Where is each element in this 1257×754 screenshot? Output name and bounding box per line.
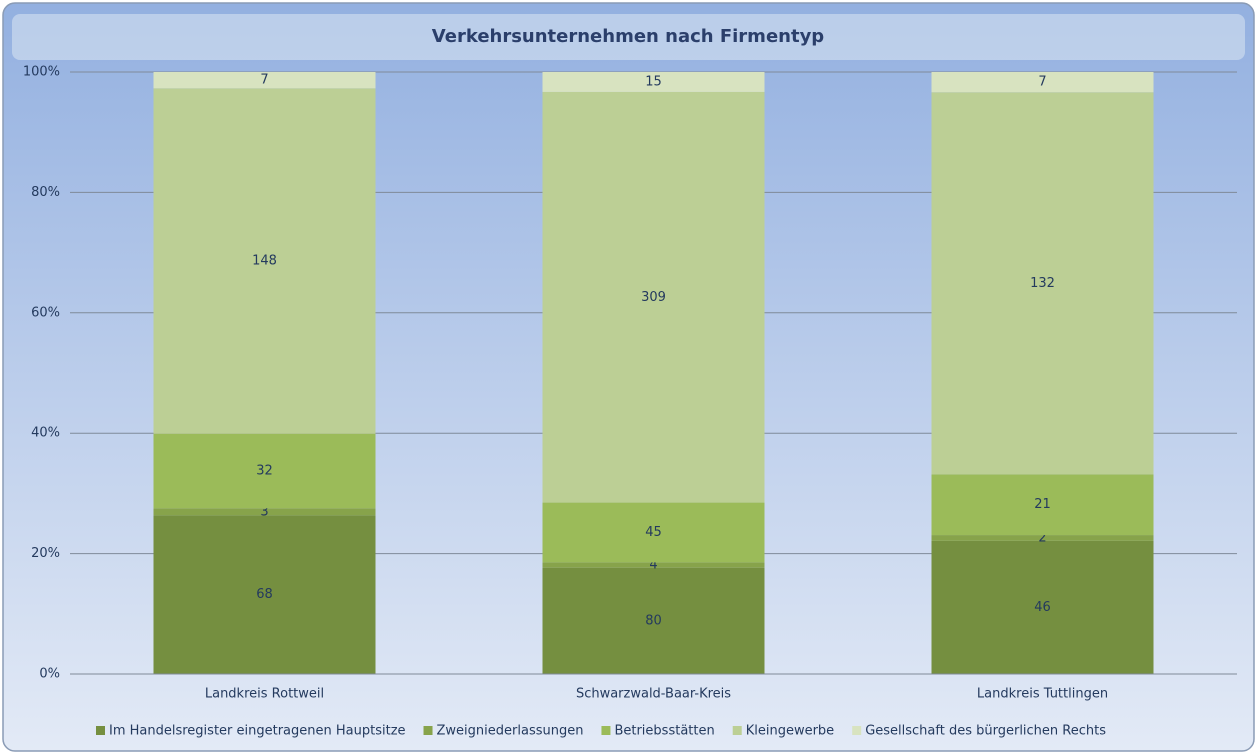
bar-segment — [542, 91, 765, 503]
bar-segment — [153, 88, 376, 434]
legend-marker — [423, 726, 433, 735]
data-label: 309 — [641, 290, 666, 305]
data-label: 3 — [260, 504, 268, 519]
y-tick-label: 40% — [31, 426, 60, 441]
bar-segment — [153, 72, 376, 89]
data-label: 46 — [1034, 600, 1051, 615]
legend-label: Gesellschaft des bürgerlichen Rechts — [865, 724, 1106, 739]
legend-label: Zweigniederlassungen — [437, 724, 584, 739]
data-label: 32 — [256, 464, 273, 479]
bar-segment — [542, 502, 765, 563]
x-tick-label: Landkreis Tuttlingen — [977, 687, 1108, 702]
bar-segment — [542, 567, 765, 674]
data-label: 15 — [645, 74, 662, 89]
data-label: 4 — [649, 558, 657, 573]
y-tick-label: 0% — [39, 667, 60, 682]
legend-marker — [732, 726, 742, 735]
legend-marker — [852, 726, 862, 735]
data-label: 148 — [252, 254, 277, 269]
bar-segment — [542, 562, 765, 568]
data-label: 132 — [1030, 276, 1055, 291]
legend-marker — [601, 726, 611, 735]
y-tick-label: 80% — [31, 185, 60, 200]
data-label: 7 — [260, 73, 268, 88]
data-label: 68 — [256, 587, 273, 602]
legend-label: Kleingewerbe — [746, 724, 834, 739]
bar-segment — [931, 474, 1154, 536]
bar-segment — [153, 508, 376, 516]
x-tick-label: Landkreis Rottweil — [205, 687, 324, 702]
y-tick-label: 100% — [23, 65, 60, 80]
data-label: 80 — [645, 613, 662, 628]
data-label: 45 — [645, 525, 662, 540]
x-tick-label: Schwarzwald-Baar-Kreis — [576, 687, 731, 702]
bar-segment — [153, 433, 376, 509]
legend-label: Im Handelsregister eingetragenen Hauptsi… — [109, 724, 406, 739]
data-label: 21 — [1034, 497, 1051, 512]
data-label: 2 — [1038, 530, 1046, 545]
bar-segment — [931, 92, 1154, 475]
chart-title: Verkehrsunternehmen nach Firmentyp — [432, 26, 825, 47]
bar-segment — [542, 72, 765, 92]
bar-segment — [153, 515, 376, 674]
bar-segment — [931, 540, 1154, 674]
bar-segment — [931, 535, 1154, 541]
data-label: 7 — [1038, 75, 1046, 90]
legend-marker — [96, 726, 105, 735]
title-bar — [12, 14, 1245, 60]
y-tick-label: 20% — [31, 546, 60, 561]
y-tick-label: 60% — [31, 305, 60, 320]
bar-segment — [931, 72, 1154, 93]
legend-label: Betriebsstätten — [614, 724, 714, 739]
